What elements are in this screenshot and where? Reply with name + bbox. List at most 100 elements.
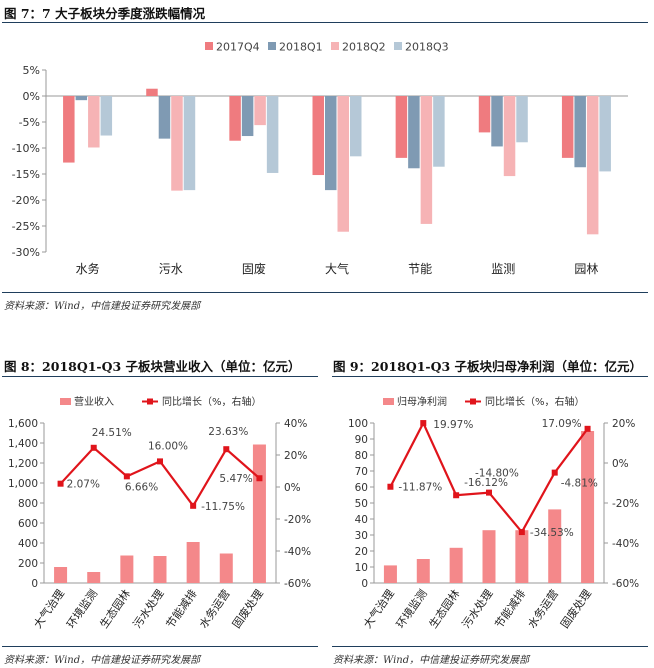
legend-marker [147,398,153,405]
y-tick-label: 90 [355,434,368,446]
bar-2018Q2 [337,96,349,232]
x-category-label: 大气 [325,261,349,276]
quarterly-change-chart: 5% 0% -5% -10% -15% -20% -25% -30% 水务 污水 固废 大气 节能 监测 园… [12,41,628,276]
x-category-label: 环境监测 [393,587,430,631]
data-label: 23.63% [208,426,248,438]
y-tick-label: -25% [12,220,40,233]
y-tick-label: 0% [23,90,40,103]
growth-marker [190,502,197,509]
bar-2018Q2 [420,96,433,224]
bar-2018Q2 [254,96,266,126]
y-tick-label: 80 [355,450,368,462]
bar-2018Q3 [350,96,362,157]
y-tick-label: 100 [348,418,368,430]
y-tick-label: 1,400 [8,438,38,450]
bar-2017Q4 [312,96,324,176]
y2-tick-label: -20% [612,498,639,510]
y-tick-label: 70 [355,466,368,478]
data-label: 16.00% [148,440,188,452]
legend-label: 同比增长（%，右轴） [485,395,585,408]
y-tick-label: 1,200 [8,458,38,470]
x-category-label: 固废处理 [557,587,594,631]
growth-marker [57,480,64,487]
data-label: 19.97% [433,419,473,431]
y-tick-label: -5% [19,116,40,129]
data-label: 6.66% [125,481,158,493]
x-category-label: 监测 [491,262,515,276]
bar-营业收入 [54,567,68,583]
bar-2018Q1 [491,96,503,147]
bar-2018Q1 [408,96,420,169]
figure-9-title: 图 9：2018Q1-Q3 子板块归母净利润（单位：亿元） [333,359,643,374]
figure-7-source: 资料来源：Wind，中信建投证券研究发展部 [4,301,201,312]
growth-marker [256,475,263,482]
figure-9-bottom-rule [332,646,648,647]
y-tick-label: 50 [355,498,368,510]
y-tick-label: -10% [12,142,40,155]
x-category-label: 大气治理 [360,587,397,631]
bar-2018Q1 [325,96,337,191]
y-tick-label: 400 [18,538,38,550]
data-label: -14.80% [475,468,519,480]
legend-label: 营业收入 [74,395,114,408]
x-category-label: 污水 [159,262,183,276]
bar-归母净利润 [383,565,397,583]
bar-2018Q1 [158,96,171,139]
data-label: -4.81% [561,478,598,490]
x-category-label: 水务运营 [524,587,561,631]
y-tick-label: 200 [18,558,38,570]
y-tick-label: -30% [12,246,40,259]
data-label: -34.53% [530,527,574,539]
legend-swatch [268,42,276,50]
legend-label: 2018Q2 [342,41,386,54]
growth-marker [223,446,230,453]
data-label: 24.51% [92,427,132,439]
legend-swatch [60,398,71,405]
bar-归母净利润 [482,530,496,583]
bar-营业收入 [153,556,167,583]
bar-2017Q4 [478,96,491,133]
bar-营业收入 [87,572,101,583]
y2-tick-label: -40% [612,538,639,550]
figure-7-bottom-rule [2,292,648,293]
legend-label: 同比增长（%，右轴） [162,395,262,408]
data-label: -11.75% [201,501,245,513]
figure-9-source: 资料来源：Wind，中信建投证券研究发展部 [333,655,530,666]
data-label: 17.09% [542,418,582,430]
y-tick-label: 600 [18,518,38,530]
bar-归母净利润 [581,431,595,583]
legend-swatch [394,42,402,50]
figure-8-top-rule [2,376,318,377]
legend-swatch [383,398,394,405]
y2-tick-label: 0% [612,458,629,470]
bar-归母净利润 [449,547,463,583]
data-label: -16.12% [464,477,508,489]
x-category-label: 生态园林 [426,587,463,631]
growth-marker [486,489,492,496]
bar-2017Q4 [63,96,75,163]
bar-2018Q2 [171,96,183,191]
data-label: 2.07% [67,479,100,491]
bar-营业收入 [219,553,233,583]
bar-归母净利润 [515,530,529,583]
legend-label: 2018Q1 [279,41,323,54]
growth-marker [420,420,427,427]
y2-tick-label: -60% [284,578,311,590]
y-tick-label: 1,000 [8,478,38,490]
growth-marker [518,529,525,536]
bar-归母净利润 [416,559,430,583]
bar-2017Q4 [146,88,158,96]
bar-营业收入 [186,542,200,583]
bar-2018Q3 [516,96,528,143]
bar-2018Q2 [586,96,599,235]
bar-营业收入 [252,444,266,583]
y2-tick-label: 20% [612,418,635,430]
data-label: 5.47% [219,473,252,485]
x-category-label: 园林 [574,262,598,276]
legend-marker [470,398,476,405]
y-tick-label: 5% [23,64,40,77]
figure-7-title: 图 7：7 大子板块分季度涨跌幅情况 [4,6,206,21]
bar-2018Q1 [75,96,88,101]
